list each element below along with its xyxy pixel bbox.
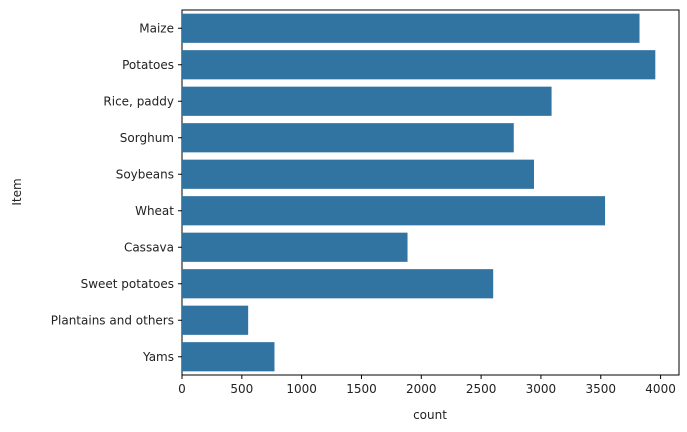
x-tick-label: 3000	[526, 382, 557, 396]
x-tick-label: 500	[230, 382, 253, 396]
y-axis-label: Item	[10, 178, 24, 205]
y-tick-label: Sorghum	[120, 131, 174, 145]
y-tick-label: Yams	[142, 350, 174, 364]
bar-rice-paddy	[182, 86, 552, 116]
y-tick-label: Sweet potatoes	[81, 277, 174, 291]
x-tick-label: 0	[178, 382, 186, 396]
x-tick-label: 4000	[645, 382, 676, 396]
x-tick-label: 1500	[346, 382, 377, 396]
bar-wheat	[182, 196, 606, 226]
x-axis-label: count	[413, 408, 447, 422]
x-axis: 0 500 1000 1500 2000 2500 3000 3500 4000	[178, 375, 676, 396]
x-tick-label: 1000	[286, 382, 317, 396]
y-tick-label: Cassava	[124, 240, 174, 254]
bar-cassava	[182, 232, 408, 262]
y-tick-label: Potatoes	[122, 58, 174, 72]
y-axis: Maize Potatoes Rice, paddy Sorghum Soybeans W…	[51, 21, 182, 364]
y-tick-label: Rice, paddy	[103, 94, 174, 108]
bar-sorghum	[182, 123, 514, 153]
bar-maize	[182, 13, 640, 43]
x-tick-label: 2000	[406, 382, 437, 396]
bar-soybeans	[182, 159, 534, 189]
bars-group	[182, 13, 656, 372]
plot-area-frame	[181, 9, 680, 376]
bar-potatoes	[182, 50, 656, 80]
y-tick-label: Wheat	[135, 204, 174, 218]
y-tick-label: Soybeans	[116, 167, 174, 181]
x-tick-label: 2500	[466, 382, 497, 396]
bar-yams	[182, 342, 275, 372]
y-tick-label: Plantains and others	[51, 313, 174, 327]
bar-sweet-potatoes	[182, 269, 494, 299]
bar-plantains-and-others	[182, 305, 249, 335]
y-tick-label: Maize	[139, 21, 174, 35]
x-tick-label: 3500	[585, 382, 616, 396]
